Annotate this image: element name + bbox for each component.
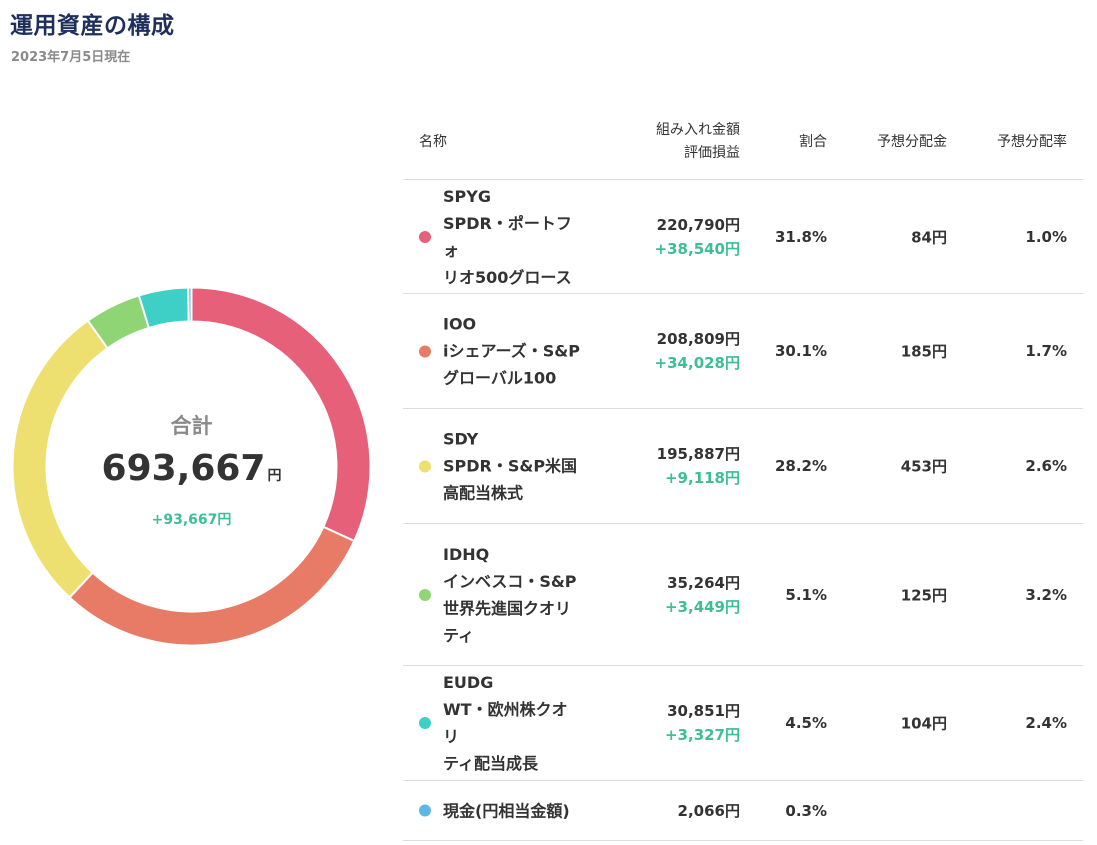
column-name: 名称: [419, 134, 447, 150]
total-amount: 693,667: [101, 448, 266, 489]
holding-gain: +9,118円: [664, 469, 740, 487]
total-unit: 円: [267, 468, 282, 484]
holding-gain: +3,327円: [664, 726, 740, 744]
legend-dot: [419, 345, 431, 357]
holding-amount: 2,066円: [677, 801, 740, 820]
holding-ratio: 5.1%: [785, 585, 827, 604]
donut-center: 合計 693,667 円 +93,667円: [10, 285, 373, 648]
holding-yield: 2.6%: [1025, 457, 1067, 475]
page-title: 運用資産の構成: [10, 13, 175, 39]
holding-ticker: IDHQ: [443, 544, 490, 564]
holding-name-line: ティ: [443, 625, 475, 645]
amount-cell: 220,790円 +38,540円: [655, 213, 740, 261]
table-row[interactable]: 現金(円相当金額) 2,066円 0.3%: [403, 781, 1083, 841]
table-row[interactable]: SDY SPDR・S&P米国 高配当株式 195,887円 +9,118円 28.2% 45…: [403, 409, 1083, 524]
amount-cell: 35,264円 +3,449円: [665, 571, 740, 619]
holding-amount: 208,809円: [656, 330, 740, 348]
total-value: 693,667 円: [10, 448, 373, 489]
holding-dividend: 125円: [900, 586, 947, 604]
amount-cell: 30,851円 +3,327円: [665, 699, 740, 747]
table-header: 名称 組み入れ金額 評価損益 割合 予想分配金 予想分配率: [403, 108, 1083, 180]
holding-yield: 3.2%: [1025, 585, 1067, 604]
holding-name-cell: 現金(円相当金額): [419, 797, 583, 824]
holding-dividend: 84円: [911, 228, 947, 246]
holding-name: 現金(円相当金額): [443, 797, 583, 824]
holding-name-line: iシェアーズ・S&P: [443, 341, 580, 361]
holding-ticker: SPYG: [443, 186, 491, 206]
holding-name-line: SPDR・ポートフォ: [443, 213, 572, 260]
holding-name-cell: IOO iシェアーズ・S&P グローバル100: [419, 311, 583, 392]
donut-chart-svg: [11, 286, 372, 647]
holding-name-cell: SDY SPDR・S&P米国 高配当株式: [419, 426, 583, 507]
table-row[interactable]: IDHQ インベスコ・S&P 世界先進国クオリ ティ 35,264円 +3,449円 5.1…: [403, 524, 1083, 666]
donut-slice-cash[interactable]: [187, 286, 193, 323]
total-label: 合計: [170, 414, 213, 438]
holding-name-line: ティ配当成長: [443, 754, 539, 773]
as-of-date: 2023年7月5日現在: [11, 50, 131, 65]
holding-name-line: グローバル100: [443, 368, 557, 388]
holding-name-cell: EUDG WT・欧州株クオリティ配当成長: [419, 669, 583, 777]
holding-name-line: 高配当株式: [443, 483, 524, 503]
holding-dividend: 185円: [900, 342, 947, 361]
donut-chart: 合計 693,667 円 +93,667円: [10, 285, 373, 648]
holding-name-line: リオ500グロース: [443, 267, 572, 287]
holding-ticker: IOO: [443, 314, 477, 334]
holding-name: SPYG SPDR・ポートフォリオ500グロース: [443, 183, 583, 291]
table-row[interactable]: SPYG SPDR・ポートフォリオ500グロース 220,790円 +38,540円 3…: [403, 180, 1083, 294]
holding-name: SDY SPDR・S&P米国 高配当株式: [443, 426, 583, 507]
holding-ratio: 31.8%: [774, 227, 827, 246]
holding-yield: 1.0%: [1025, 227, 1067, 246]
holding-name-line: SPDR・S&P米国: [443, 456, 578, 476]
legend-dot: [419, 460, 431, 472]
holding-ratio: 4.5%: [785, 714, 827, 732]
holding-gain: +38,540円: [654, 239, 740, 258]
holding-name: IOO iシェアーズ・S&P グローバル100: [443, 311, 583, 392]
holdings-table: 名称 組み入れ金額 評価損益 割合 予想分配金 予想分配率 SPYG SPDR・ポ…: [403, 108, 1083, 841]
table-row[interactable]: EUDG WT・欧州株クオリティ配当成長 30,851円 +3,327円 4.5% 104…: [403, 666, 1083, 781]
holding-ratio: 30.1%: [774, 342, 827, 360]
table-row[interactable]: IOO iシェアーズ・S&P グローバル100 208,809円 +34,028円 30.…: [403, 294, 1083, 409]
holding-amount: 220,790円: [656, 215, 740, 234]
legend-dot: [419, 230, 431, 243]
holding-yield: 2.4%: [1025, 714, 1067, 732]
holding-yield: 1.7%: [1025, 342, 1067, 360]
holding-name-line: 現金(円相当金額): [443, 801, 570, 820]
holding-ticker: SDY: [443, 429, 479, 449]
holding-name-cell: SPYG SPDR・ポートフォリオ500グロース: [419, 183, 583, 291]
total-gain: +93,667円: [151, 512, 232, 528]
holding-name-line: WT・欧州株クオリ: [443, 700, 568, 746]
holding-name-line: インベスコ・S&P: [443, 571, 577, 591]
holding-dividend: 453円: [900, 457, 947, 476]
column-amount-line1: 組み入れ金額: [656, 122, 740, 138]
holding-ratio: 0.3%: [785, 801, 827, 820]
table-body: SPYG SPDR・ポートフォリオ500グロース 220,790円 +38,540円 3…: [403, 180, 1083, 841]
column-ratio: 割合: [799, 134, 827, 150]
legend-dot: [419, 804, 431, 817]
holding-ticker: EUDG: [443, 673, 494, 692]
holding-gain: +3,449円: [664, 597, 740, 616]
amount-cell: 208,809円 +34,028円: [655, 327, 740, 375]
column-yield: 予想分配率: [997, 134, 1067, 150]
amount-cell: 2,066円: [678, 799, 740, 823]
holding-gain: +34,028円: [654, 354, 740, 372]
holding-name: IDHQ インベスコ・S&P 世界先進国クオリ ティ: [443, 541, 583, 649]
holding-name-cell: IDHQ インベスコ・S&P 世界先進国クオリ ティ: [419, 541, 583, 649]
holding-name-line: 世界先進国クオリ: [443, 598, 572, 618]
column-dividend: 予想分配金: [877, 134, 947, 150]
amount-cell: 195,887円 +9,118円: [657, 442, 740, 490]
legend-dot: [419, 588, 431, 601]
holding-amount: 195,887円: [656, 445, 740, 463]
holding-dividend: 104円: [900, 714, 947, 733]
holding-amount: 30,851円: [667, 702, 740, 720]
holding-amount: 35,264円: [667, 573, 740, 592]
holding-ratio: 28.2%: [774, 457, 827, 475]
column-amount: 組み入れ金額 評価損益: [656, 119, 740, 165]
column-amount-line2: 評価損益: [684, 145, 740, 161]
holding-name: EUDG WT・欧州株クオリティ配当成長: [443, 669, 583, 777]
legend-dot: [419, 717, 431, 729]
